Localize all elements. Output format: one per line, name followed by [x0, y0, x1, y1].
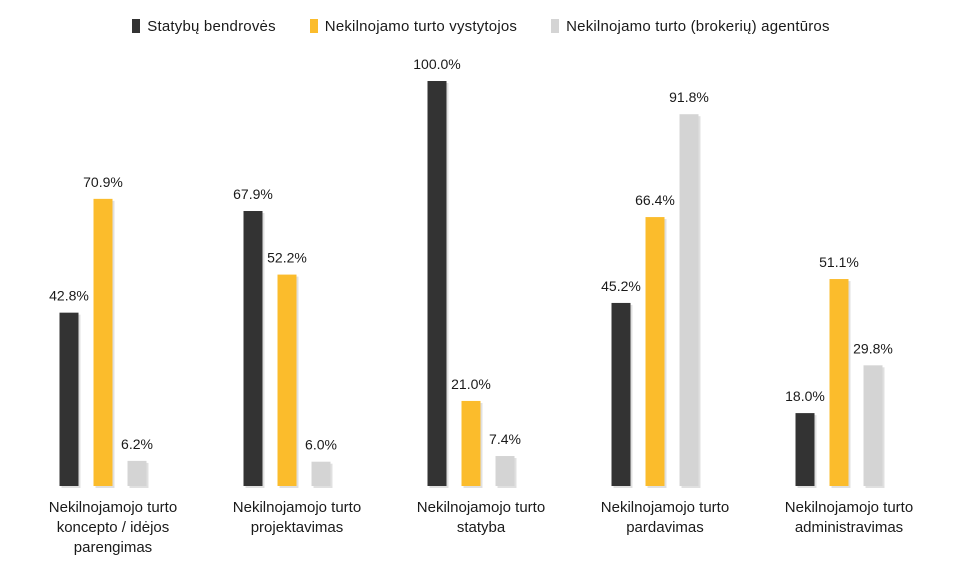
bar-s2-c2: [495, 456, 515, 486]
category-labels-layer: Nekilnojamojo turto koncepto / idėjos pare…: [49, 499, 913, 556]
legend-label-series-2: Nekilnojamo turto (brokerių) agentūros: [566, 17, 830, 35]
category-label-3: Nekilnojamojo turto pardavimas: [601, 499, 729, 536]
bar-s1-c3: [645, 217, 665, 486]
bar-s1-c0: [93, 198, 113, 487]
data-label-s2-c2: 7.4%: [489, 431, 521, 447]
data-label-s2-c0: 6.2%: [121, 436, 153, 452]
category-label-line: Nekilnojamojo turto: [417, 499, 545, 516]
data-label-s1-c1: 52.2%: [267, 250, 307, 266]
category-label-line: parengimas: [74, 539, 152, 556]
chart-legend: Statybų bendrovės Nekilnojamo turto vyst…: [0, 14, 962, 38]
data-label-s0-c1: 67.9%: [233, 186, 273, 202]
data-label-s0-c2: 100.0%: [413, 56, 460, 72]
category-label-line: pardavimas: [626, 519, 704, 536]
bar-s2-c3: [679, 114, 699, 487]
category-label-2: Nekilnojamojo turto statyba: [417, 499, 545, 536]
bar-s0-c4: [795, 413, 815, 486]
bar-s1-c4: [829, 279, 849, 486]
legend-swatch-series-2: [551, 19, 560, 33]
bar-s1-c1: [277, 274, 297, 486]
category-label-line: Nekilnojamojo turto: [601, 499, 729, 516]
category-label-line: statyba: [457, 519, 506, 536]
category-label-4: Nekilnojamojo turto administravimas: [785, 499, 913, 536]
bar-s0-c2: [427, 81, 447, 486]
bar-s2-c4: [863, 365, 883, 486]
legend-item-series-1: Nekilnojamo turto vystytojos: [309, 17, 518, 35]
category-label-line: Nekilnojamojo turto: [233, 499, 361, 516]
category-label-0: Nekilnojamojo turto koncepto / idėjos pare…: [49, 499, 177, 556]
data-label-s1-c0: 70.9%: [83, 174, 123, 190]
category-label-line: koncepto / idėjos: [57, 519, 170, 536]
bar-s2-c0: [127, 460, 147, 486]
category-label-line: Nekilnojamojo turto: [49, 499, 177, 516]
bar-s0-c0: [59, 312, 79, 486]
data-label-s2-c4: 29.8%: [853, 340, 893, 356]
bar-s2-c1: [311, 461, 331, 486]
category-label-line: administravimas: [795, 519, 903, 536]
legend-swatch-series-0: [132, 19, 141, 33]
category-label-line: Nekilnojamojo turto: [785, 499, 913, 516]
data-label-s0-c4: 18.0%: [785, 388, 825, 404]
data-label-s1-c2: 21.0%: [451, 376, 491, 392]
bars-layer: [59, 81, 885, 489]
data-label-s0-c0: 42.8%: [49, 288, 89, 304]
legend-swatch-series-1: [309, 19, 318, 33]
data-label-s0-c3: 45.2%: [601, 278, 641, 294]
data-label-s2-c3: 91.8%: [669, 89, 709, 105]
category-label-1: Nekilnojamojo turto projektavimas: [233, 499, 361, 536]
legend-label-series-1: Nekilnojamo turto vystytojos: [324, 17, 518, 35]
bar-s0-c1: [243, 211, 263, 486]
legend-item-series-0: Statybų bendrovės: [132, 17, 276, 35]
category-label-line: projektavimas: [251, 519, 344, 536]
data-labels-layer: 42.8% 67.9% 100.0% 45.2% 18.0% 70.9% 52.2% 21.0…: [49, 56, 893, 453]
bar-s1-c2: [461, 400, 481, 486]
data-label-s1-c3: 66.4%: [635, 192, 675, 208]
legend-item-series-2: Nekilnojamo turto (brokerių) agentūros: [551, 18, 830, 35]
data-label-s2-c1: 6.0%: [305, 437, 337, 453]
data-label-s1-c4: 51.1%: [819, 254, 859, 270]
legend-label-series-0: Statybų bendrovės: [147, 17, 276, 35]
bar-s0-c3: [611, 302, 631, 486]
